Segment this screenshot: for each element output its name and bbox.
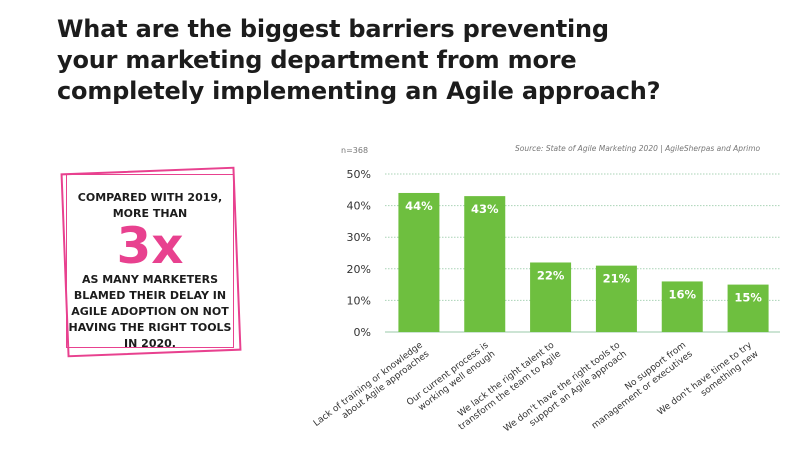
bar-value-label: 44% bbox=[405, 199, 433, 213]
callout-big-number: 3x bbox=[116, 217, 184, 275]
y-tick-label: 0% bbox=[354, 326, 371, 339]
y-tick-label: 30% bbox=[347, 231, 371, 244]
bar bbox=[398, 192, 440, 332]
callout-frame bbox=[66, 174, 234, 348]
sample-size-label: n=368 bbox=[341, 146, 369, 155]
y-tick-label: 20% bbox=[347, 263, 371, 276]
bar-value-label: 22% bbox=[537, 268, 565, 282]
bar-value-label: 15% bbox=[734, 291, 762, 305]
bar-value-label: 21% bbox=[603, 272, 631, 286]
callout-top-text: COMPARED WITH 2019, MORE THAN bbox=[77, 191, 223, 220]
bar-value-label: 16% bbox=[668, 287, 696, 301]
page-title: What are the biggest barriers preventing… bbox=[57, 15, 661, 105]
y-tick-label: 40% bbox=[347, 200, 371, 213]
bar bbox=[595, 265, 637, 332]
x-category-label-line: about Agile approaches bbox=[340, 349, 431, 421]
y-tick-label: 50% bbox=[347, 168, 371, 181]
chart-source: Source: State of Agile Marketing 2020 | … bbox=[515, 144, 761, 153]
bar bbox=[661, 281, 703, 332]
bar bbox=[530, 262, 572, 332]
x-category-label-line: Lack of training or knowledge bbox=[312, 340, 425, 429]
stat-callout: COMPARED WITH 2019, MORE THAN 3x AS MANY… bbox=[58, 166, 243, 358]
callout-bottom-text: AS MANY MARKETERS BLAMED THEIR DELAY IN … bbox=[68, 273, 232, 350]
bar bbox=[727, 284, 769, 332]
x-category-label: We don't have the right tools tosupport … bbox=[502, 340, 629, 434]
bar bbox=[464, 196, 506, 332]
y-tick-label: 10% bbox=[347, 294, 371, 307]
bar-value-label: 43% bbox=[471, 202, 499, 216]
